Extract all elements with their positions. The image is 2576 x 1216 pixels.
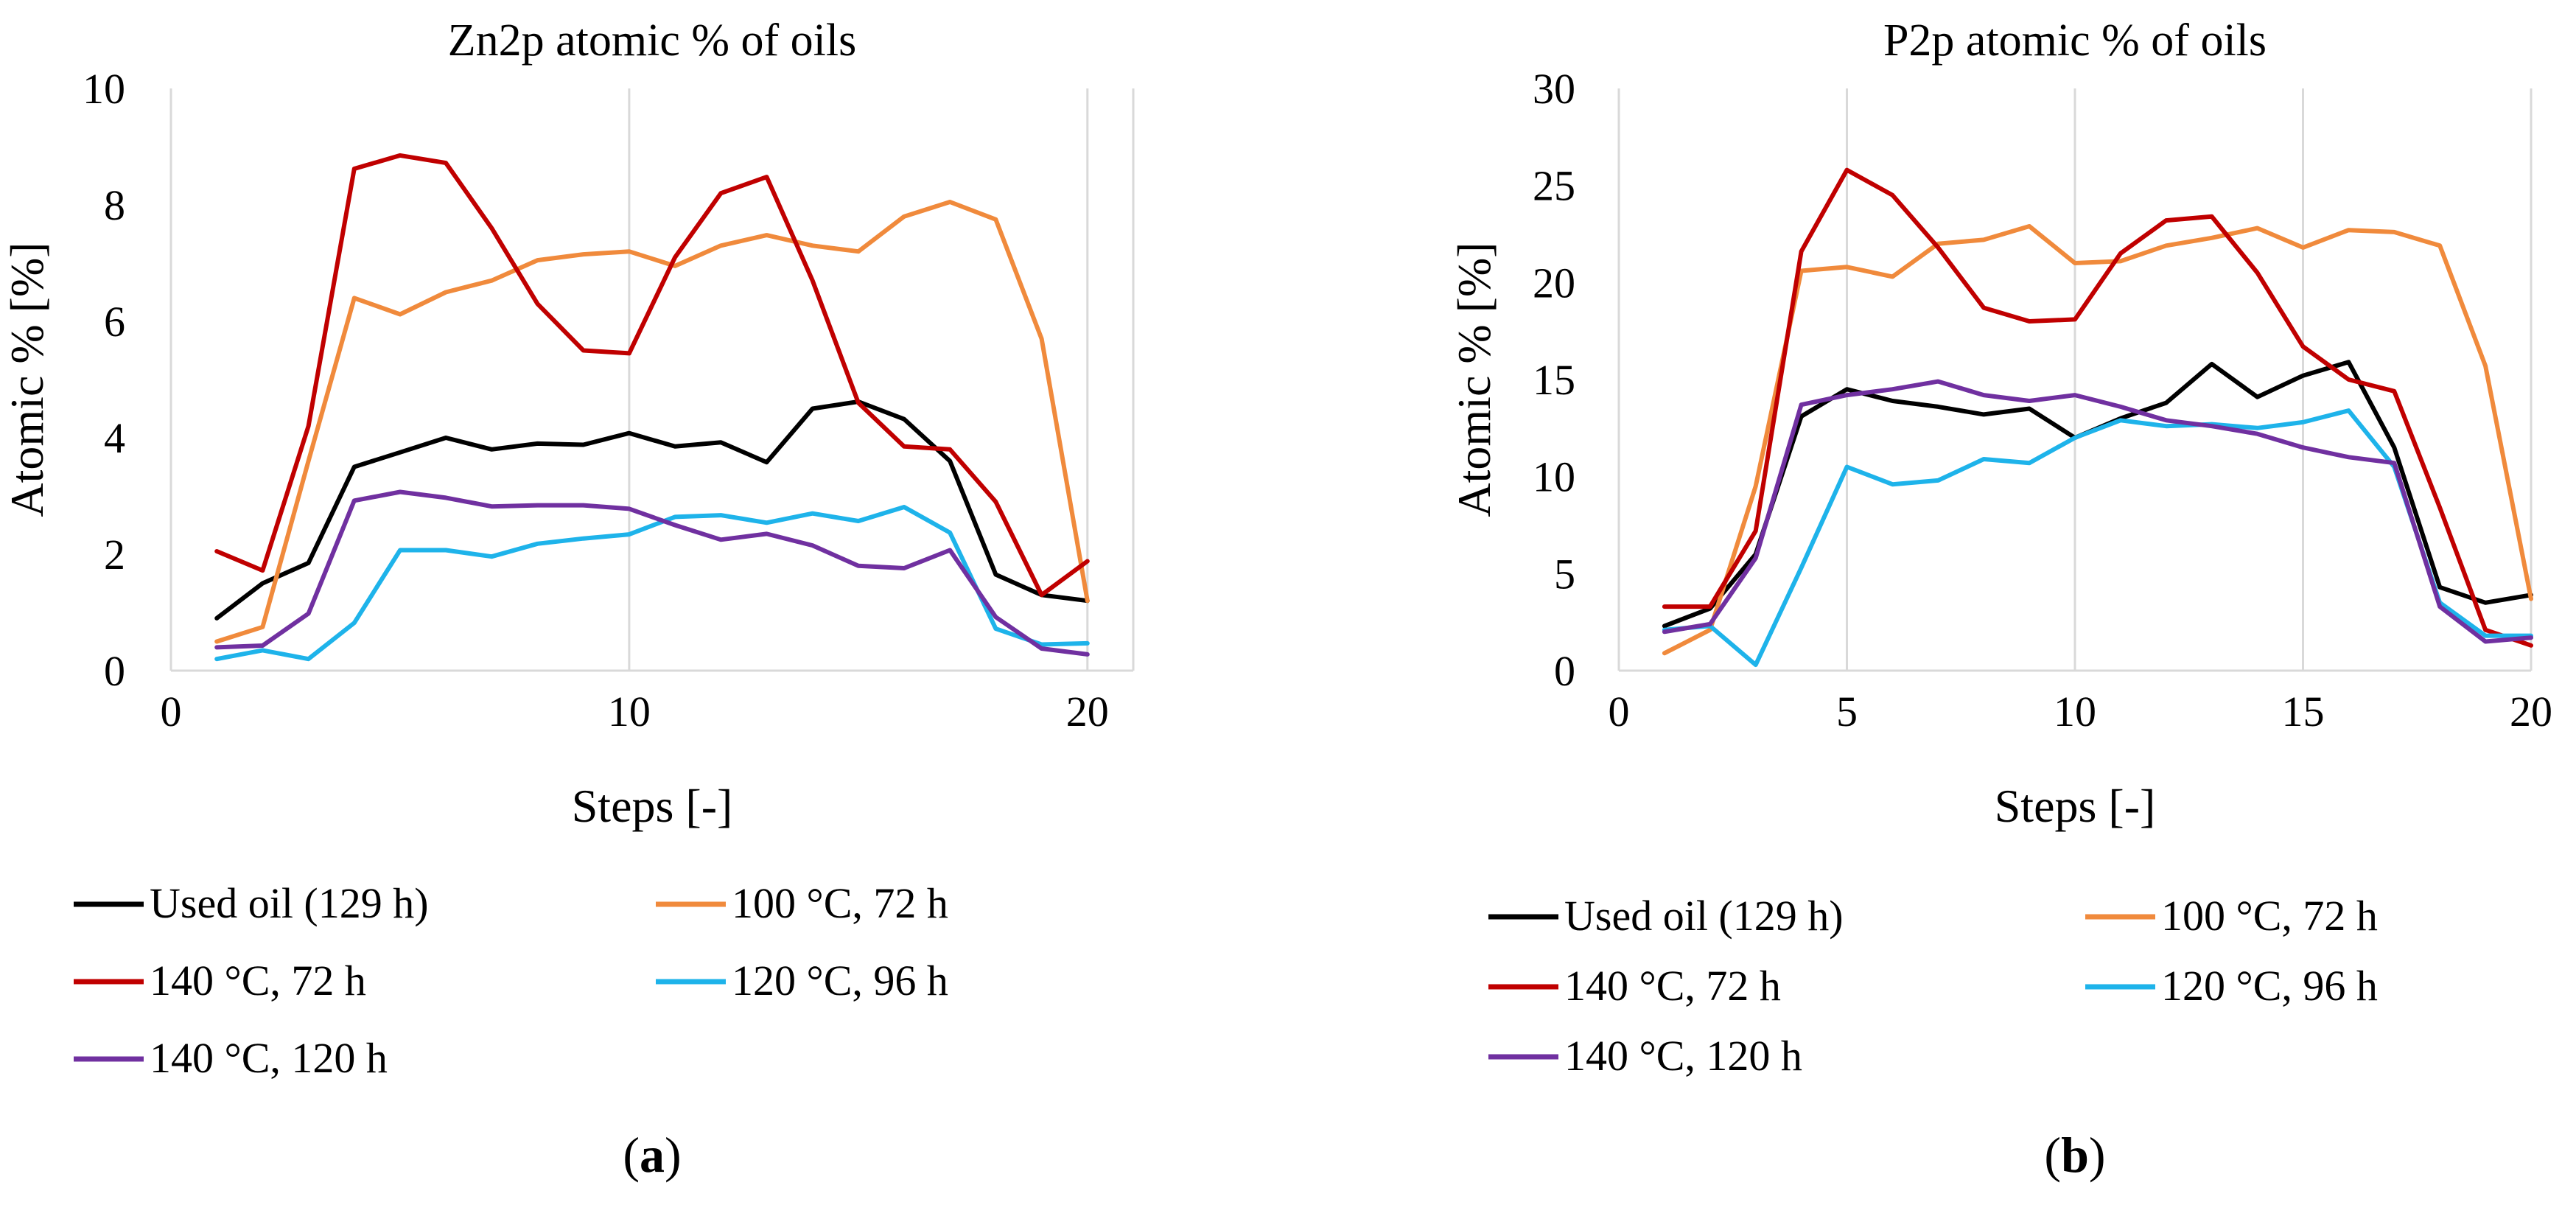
series-line-120-c-96-h	[1662, 408, 2533, 668]
y-tick-label: 2	[104, 531, 125, 579]
legend-item-100-c-72-h: 100 °C, 72 h	[656, 879, 948, 927]
legend-item-used-oil-129-h: Used oil (129 h)	[74, 879, 429, 927]
series-line-used-oil-129-h	[214, 399, 1090, 621]
legend-label: 140 °C, 120 h	[150, 1034, 388, 1082]
y-tick-label: 20	[1533, 259, 1575, 307]
x-axis-label: Steps [-]	[572, 780, 733, 832]
x-tick-label: 5	[1836, 688, 1858, 735]
legend-label: Used oil (129 h)	[150, 879, 429, 927]
series-line-140-c-72-h	[214, 153, 1090, 598]
y-tick-label: 0	[1554, 647, 1575, 695]
x-tick-label: 20	[2510, 688, 2552, 735]
series-line-140-c-120-h	[1662, 379, 2533, 644]
legend-label: 120 °C, 96 h	[732, 957, 948, 1004]
legend-label: 140 °C, 72 h	[1564, 962, 1781, 1010]
legend: Used oil (129 h) 100 °C, 72 h 140 °C, 72 h…	[1488, 892, 2378, 1080]
y-tick-label: 8	[104, 181, 125, 229]
legend-label: 120 °C, 96 h	[2161, 962, 2378, 1010]
series-line-120-c-96-h	[214, 505, 1090, 662]
legend-item-100-c-72-h: 100 °C, 72 h	[2085, 892, 2378, 940]
y-axis-label: Atomic % [%]	[1, 242, 53, 517]
y-tick-label: 5	[1554, 550, 1575, 598]
y-tick-label: 30	[1533, 65, 1575, 113]
x-tick-label: 10	[2054, 688, 2096, 735]
panel-label: (a)	[623, 1127, 681, 1183]
legend-item-140-c-72-h: 140 °C, 72 h	[74, 957, 366, 1004]
legend-label: 100 °C, 72 h	[732, 879, 948, 927]
series-line-100-c-72-h	[1662, 224, 2533, 656]
legend-label: 100 °C, 72 h	[2161, 892, 2378, 940]
legend-label: 140 °C, 72 h	[150, 957, 366, 1004]
x-tick-label: 10	[608, 688, 651, 735]
y-tick-label: 4	[104, 414, 125, 462]
x-tick-label: 0	[1609, 688, 1630, 735]
chart-title: P2p atomic % of oils	[1883, 15, 2267, 66]
chart-p2p: P2p atomic % of oils 0 5 10 15 20 25 30 0 5 10 15 20…	[1448, 15, 2552, 1183]
y-tick-label: 15	[1533, 356, 1575, 404]
x-tick-label: 0	[161, 688, 182, 735]
y-tick-label: 10	[1533, 453, 1575, 501]
x-tick-label: 15	[2282, 688, 2325, 735]
legend-label: 140 °C, 120 h	[1564, 1032, 1802, 1080]
y-tick-label: 6	[104, 298, 125, 346]
legend-item-120-c-96-h: 120 °C, 96 h	[2085, 962, 2378, 1010]
chart-zn2p: Zn2p atomic % of oils 0 2 4 6 8 10 0 10 20 Steps […	[1, 15, 1135, 1183]
series-line-140-c-72-h	[1662, 167, 2533, 648]
series-line-140-c-120-h	[214, 489, 1090, 657]
y-tick-label: 25	[1533, 162, 1575, 210]
legend-item-used-oil-129-h: Used oil (129 h)	[1488, 892, 1844, 940]
legend-item-120-c-96-h: 120 °C, 96 h	[656, 957, 948, 1004]
legend-item-140-c-120-h: 140 °C, 120 h	[1488, 1032, 1802, 1080]
legend: Used oil (129 h) 100 °C, 72 h 140 °C, 72 h…	[74, 879, 948, 1082]
legend-item-140-c-120-h: 140 °C, 120 h	[74, 1034, 388, 1082]
panel-label: (b)	[2044, 1127, 2105, 1183]
chart-title: Zn2p atomic % of oils	[448, 15, 856, 66]
x-axis-label: Steps [-]	[1995, 780, 2156, 832]
legend-label: Used oil (129 h)	[1564, 892, 1844, 940]
legend-item-140-c-72-h: 140 °C, 72 h	[1488, 962, 1781, 1010]
series-line-100-c-72-h	[214, 200, 1090, 644]
x-tick-label: 20	[1066, 688, 1109, 735]
y-tick-label: 10	[83, 65, 125, 113]
y-tick-label: 0	[104, 647, 125, 695]
y-axis-label: Atomic % [%]	[1448, 242, 1500, 517]
